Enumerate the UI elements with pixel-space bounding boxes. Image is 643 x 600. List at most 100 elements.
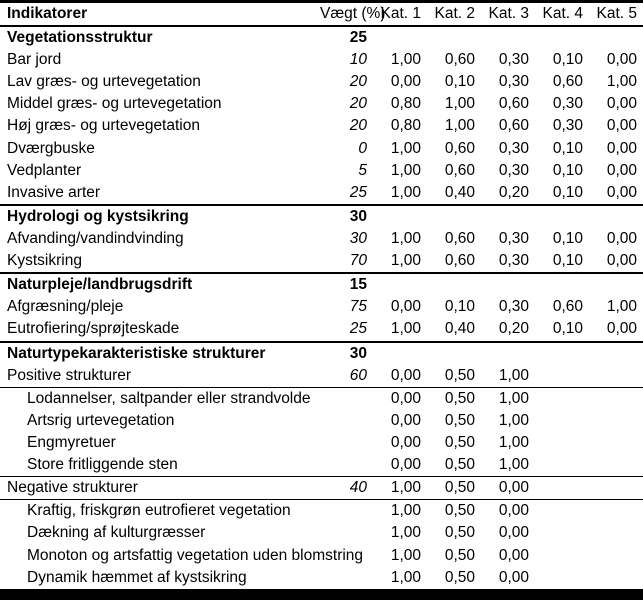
table-row: Dynamik hæmmet af kystsikring 1,00 0,50 0,0… [0,567,643,589]
category-value: 1,00 [390,320,421,338]
category-value: 1,00 [606,73,637,91]
category-value: 0,00 [390,366,421,384]
indicator-label: Dynamik hæmmet af kystsikring [27,568,247,586]
table-row: Lav græs- og urtevegetation 20 0,00 0,10 0,3… [0,71,643,93]
category-value: 0,30 [498,298,529,316]
category-value: 0,50 [444,366,475,384]
category-value [535,26,589,49]
category-value: 0,20 [498,183,529,201]
table-row: Dværgbuske 0 1,00 0,60 0,30 0,10 0,00 [0,138,643,160]
table-row: Afgræsning/pleje 75 0,00 0,10 0,30 0,60 1,00 [0,296,643,318]
category-value: 0,60 [444,51,475,69]
category-value [535,545,589,567]
table-row: Invasive arter 25 1,00 0,40 0,20 0,10 0,00 [0,182,643,205]
indicator-label: Dværgbuske [7,139,95,157]
category-value: 1,00 [444,117,475,135]
category-value: 1,00 [390,568,421,586]
category-value: 0,60 [552,73,583,91]
category-value: 0,50 [444,502,475,520]
weight-value [320,567,373,589]
category-value [589,273,643,296]
category-value: 0,60 [444,252,475,270]
category-value [535,454,589,477]
indicator-label: Lav græs- og urtevegetation [7,73,201,91]
category-value: 0,60 [444,139,475,157]
category-value: 0,10 [552,183,583,201]
indicator-label: Hydrologi og kystsikring [7,207,189,225]
column-header-vaegt: Vægt (%) [320,3,385,27]
category-value: 0,30 [498,139,529,157]
table-row: Dækning af kulturgræsser 1,00 0,50 0,00 [0,522,643,544]
table-row: Hydrologi og kystsikring 30 [0,205,643,228]
category-value: 0,30 [498,51,529,69]
category-value [589,432,643,454]
category-value: 1,00 [390,546,421,564]
indicator-label: Positive strukturer [7,366,132,384]
category-value: 0,60 [552,298,583,316]
category-value: 0,00 [390,389,421,407]
category-value: 0,60 [498,95,529,113]
indicator-label: Monoton og artsfattig vegetation uden bl… [27,546,364,564]
category-value: 1,00 [390,51,421,69]
header-row: Indikatorer Vægt (%) Kat. 1 Kat. 2 Kat. … [0,3,643,27]
table-row: Afvanding/vandindvinding 30 1,00 0,60 0,30 0,… [0,228,643,250]
category-value: 0,30 [498,230,529,248]
indicator-label: Naturpleje/landbrugsdrift [7,276,193,294]
category-value: 1,00 [498,389,529,407]
weight-value [320,432,373,454]
category-value: 0,00 [498,524,529,542]
table-row: Monoton og artsfattig vegetation uden bl… [0,545,643,567]
category-value [535,477,589,500]
weight-value: 5 [358,161,367,179]
indicator-table-body: Vegetationsstruktur 25 Bar jord 10 1,00 0,60 0… [0,26,643,589]
category-value: 0,00 [606,117,637,135]
weight-value: 10 [349,51,367,69]
weight-value [320,522,373,544]
category-value [589,522,643,544]
table-row: Naturpleje/landbrugsdrift 15 [0,273,643,296]
category-value [589,567,643,589]
table-row: Vedplanter 5 1,00 0,60 0,30 0,10 0,00 [0,160,643,182]
table-header: Indikatorer Vægt (%) Kat. 1 Kat. 2 Kat. … [0,3,643,27]
category-value: 0,10 [552,51,583,69]
column-header-kat-2: Kat. 2 [427,3,481,27]
category-value: 1,00 [390,139,421,157]
category-value: 0,30 [498,161,529,179]
category-value: 1,00 [390,479,421,497]
category-value: 0,30 [498,252,529,270]
category-value [589,342,643,365]
table-row: Lodannelser, saltpander eller strandvold… [0,387,643,410]
category-value: 0,10 [552,161,583,179]
category-value: 0,00 [498,479,529,497]
weight-value: 60 [349,366,367,384]
category-value: 1,00 [498,434,529,452]
category-value [589,477,643,500]
weight-value: 15 [349,276,367,294]
weight-value: 25 [349,183,367,201]
table-row: Negative strukturer 40 1,00 0,50 0,00 [0,477,643,500]
category-value: 0,00 [390,411,421,429]
table-row: Positive strukturer 60 0,00 0,50 1,00 [0,365,643,388]
category-value [535,365,589,388]
category-value: 0,00 [606,183,637,201]
category-value [427,26,481,49]
category-value: 1,00 [444,95,475,113]
category-value: 0,50 [444,546,475,564]
indicator-label: Dækning af kulturgræsser [27,524,206,542]
category-value: 1,00 [390,502,421,520]
indicator-label: Høj græs- og urtevegetation [7,117,200,135]
category-value: 0,30 [552,117,583,135]
category-value [589,454,643,477]
indicator-label: Kraftig, friskgrøn eutrofieret vegetatio… [27,502,291,520]
category-value: 0,10 [444,73,475,91]
category-value: 0,50 [444,434,475,452]
weight-value: 30 [349,207,367,225]
column-header-kat-3: Kat. 3 [481,3,535,27]
weight-value: 25 [349,320,367,338]
indicator-label: Vedplanter [7,161,82,179]
table-row: Eutrofiering/sprøjteskade 25 1,00 0,40 0,20 0… [0,318,643,342]
category-value: 0,00 [606,139,637,157]
category-value: 0,10 [552,230,583,248]
category-value: 0,10 [552,252,583,270]
